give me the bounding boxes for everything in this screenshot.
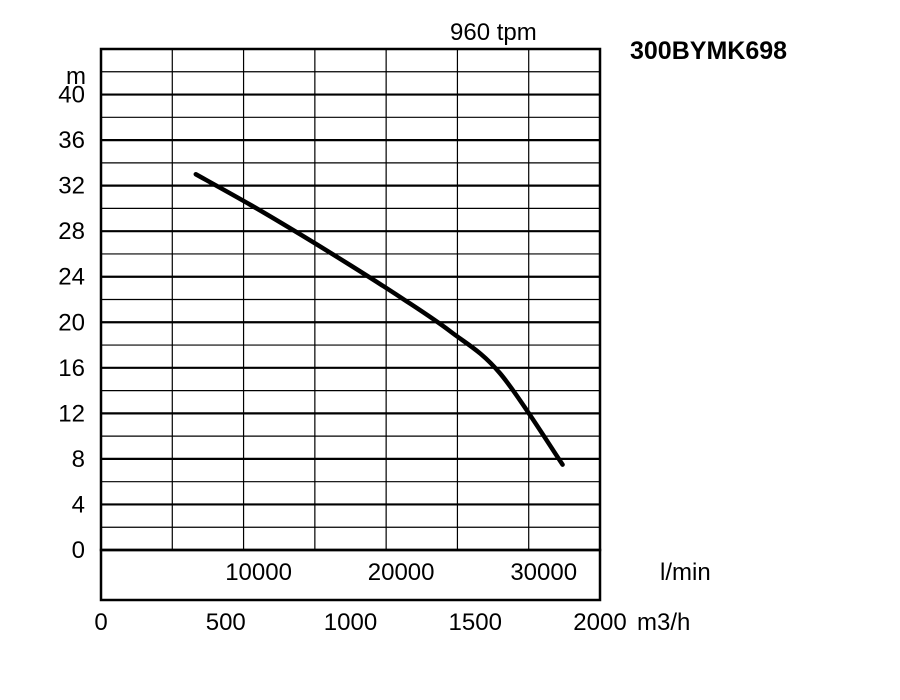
x-tick-label-lmin: 20000 [368, 559, 435, 586]
x-tick-labels-m3h: 0 500 1000 1500 2000 [94, 609, 626, 636]
x-axis-label-lmin: l/min [660, 559, 711, 586]
curve-layer [193, 172, 565, 467]
y-tick-label: 36 [58, 127, 85, 154]
y-tick-label: 28 [58, 218, 85, 245]
x-axis-label-m3h: m3/h [637, 609, 690, 636]
y-tick-label: 16 [58, 355, 85, 382]
y-tick-label: 8 [72, 446, 85, 473]
x-tick-label-lmin: 30000 [510, 559, 577, 586]
y-axis-label: m [66, 63, 86, 90]
x-tick-label-m3h: 1500 [449, 609, 502, 636]
x-tick-label-lmin: 10000 [225, 559, 292, 586]
x-tick-label-m3h: 2000 [573, 609, 626, 636]
y-tick-label: 32 [58, 173, 85, 200]
y-tick-label: 20 [58, 309, 85, 336]
y-tick-label: 12 [58, 400, 85, 427]
grid-lines [101, 49, 600, 550]
x-tick-label-m3h: 0 [94, 609, 107, 636]
y-tick-label: 40 [58, 82, 85, 109]
x-tick-label-m3h: 1000 [324, 609, 377, 636]
lower-axis-frame [99, 548, 602, 602]
y-tick-label: 4 [72, 491, 85, 518]
y-tick-label: 0 [72, 537, 85, 564]
x-tick-label-m3h: 500 [206, 609, 246, 636]
model-label: 300BYMK698 [630, 37, 787, 65]
x-tick-labels-lmin: 10000 20000 30000 [225, 559, 577, 586]
series-line-0 [193, 172, 565, 467]
y-tick-label: 24 [58, 264, 85, 291]
y-tick-labels: 0 4 8 12 16 20 24 28 32 36 40 [58, 82, 85, 564]
chart-title: 960 tpm [450, 19, 537, 46]
